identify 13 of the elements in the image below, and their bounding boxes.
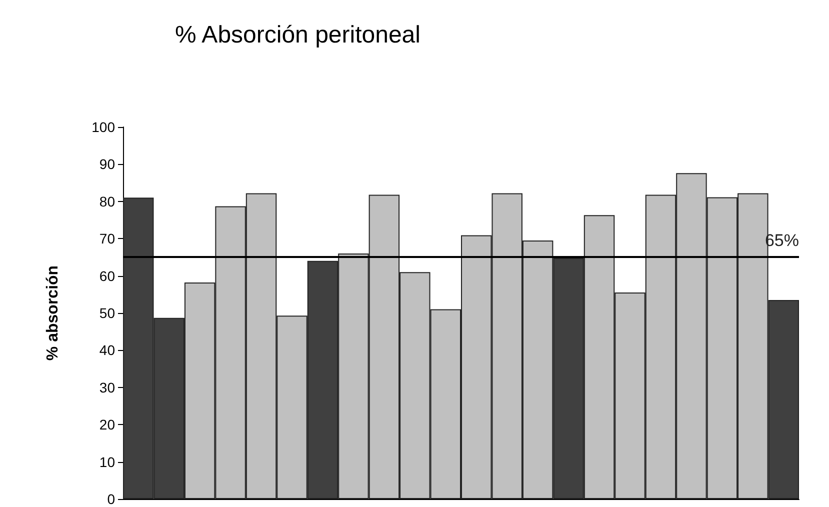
y-tick-label: 100 xyxy=(92,119,116,135)
y-axis-title: % absorción xyxy=(44,265,62,361)
chart-title: % Absorción peritoneal xyxy=(175,22,420,48)
y-tick-label: 10 xyxy=(99,454,116,470)
y-tick-label: 70 xyxy=(99,230,116,247)
y-tick-label: 90 xyxy=(99,156,116,172)
y-tick-label: 40 xyxy=(99,342,116,358)
y-tick-label: 0 xyxy=(107,491,116,507)
y-tick-label: 60 xyxy=(99,268,116,284)
y-tick-label: 80 xyxy=(99,193,116,210)
y-tick-label: 20 xyxy=(99,416,116,433)
y-tick-label: 30 xyxy=(99,379,116,396)
y-tick-label: 50 xyxy=(99,305,116,321)
